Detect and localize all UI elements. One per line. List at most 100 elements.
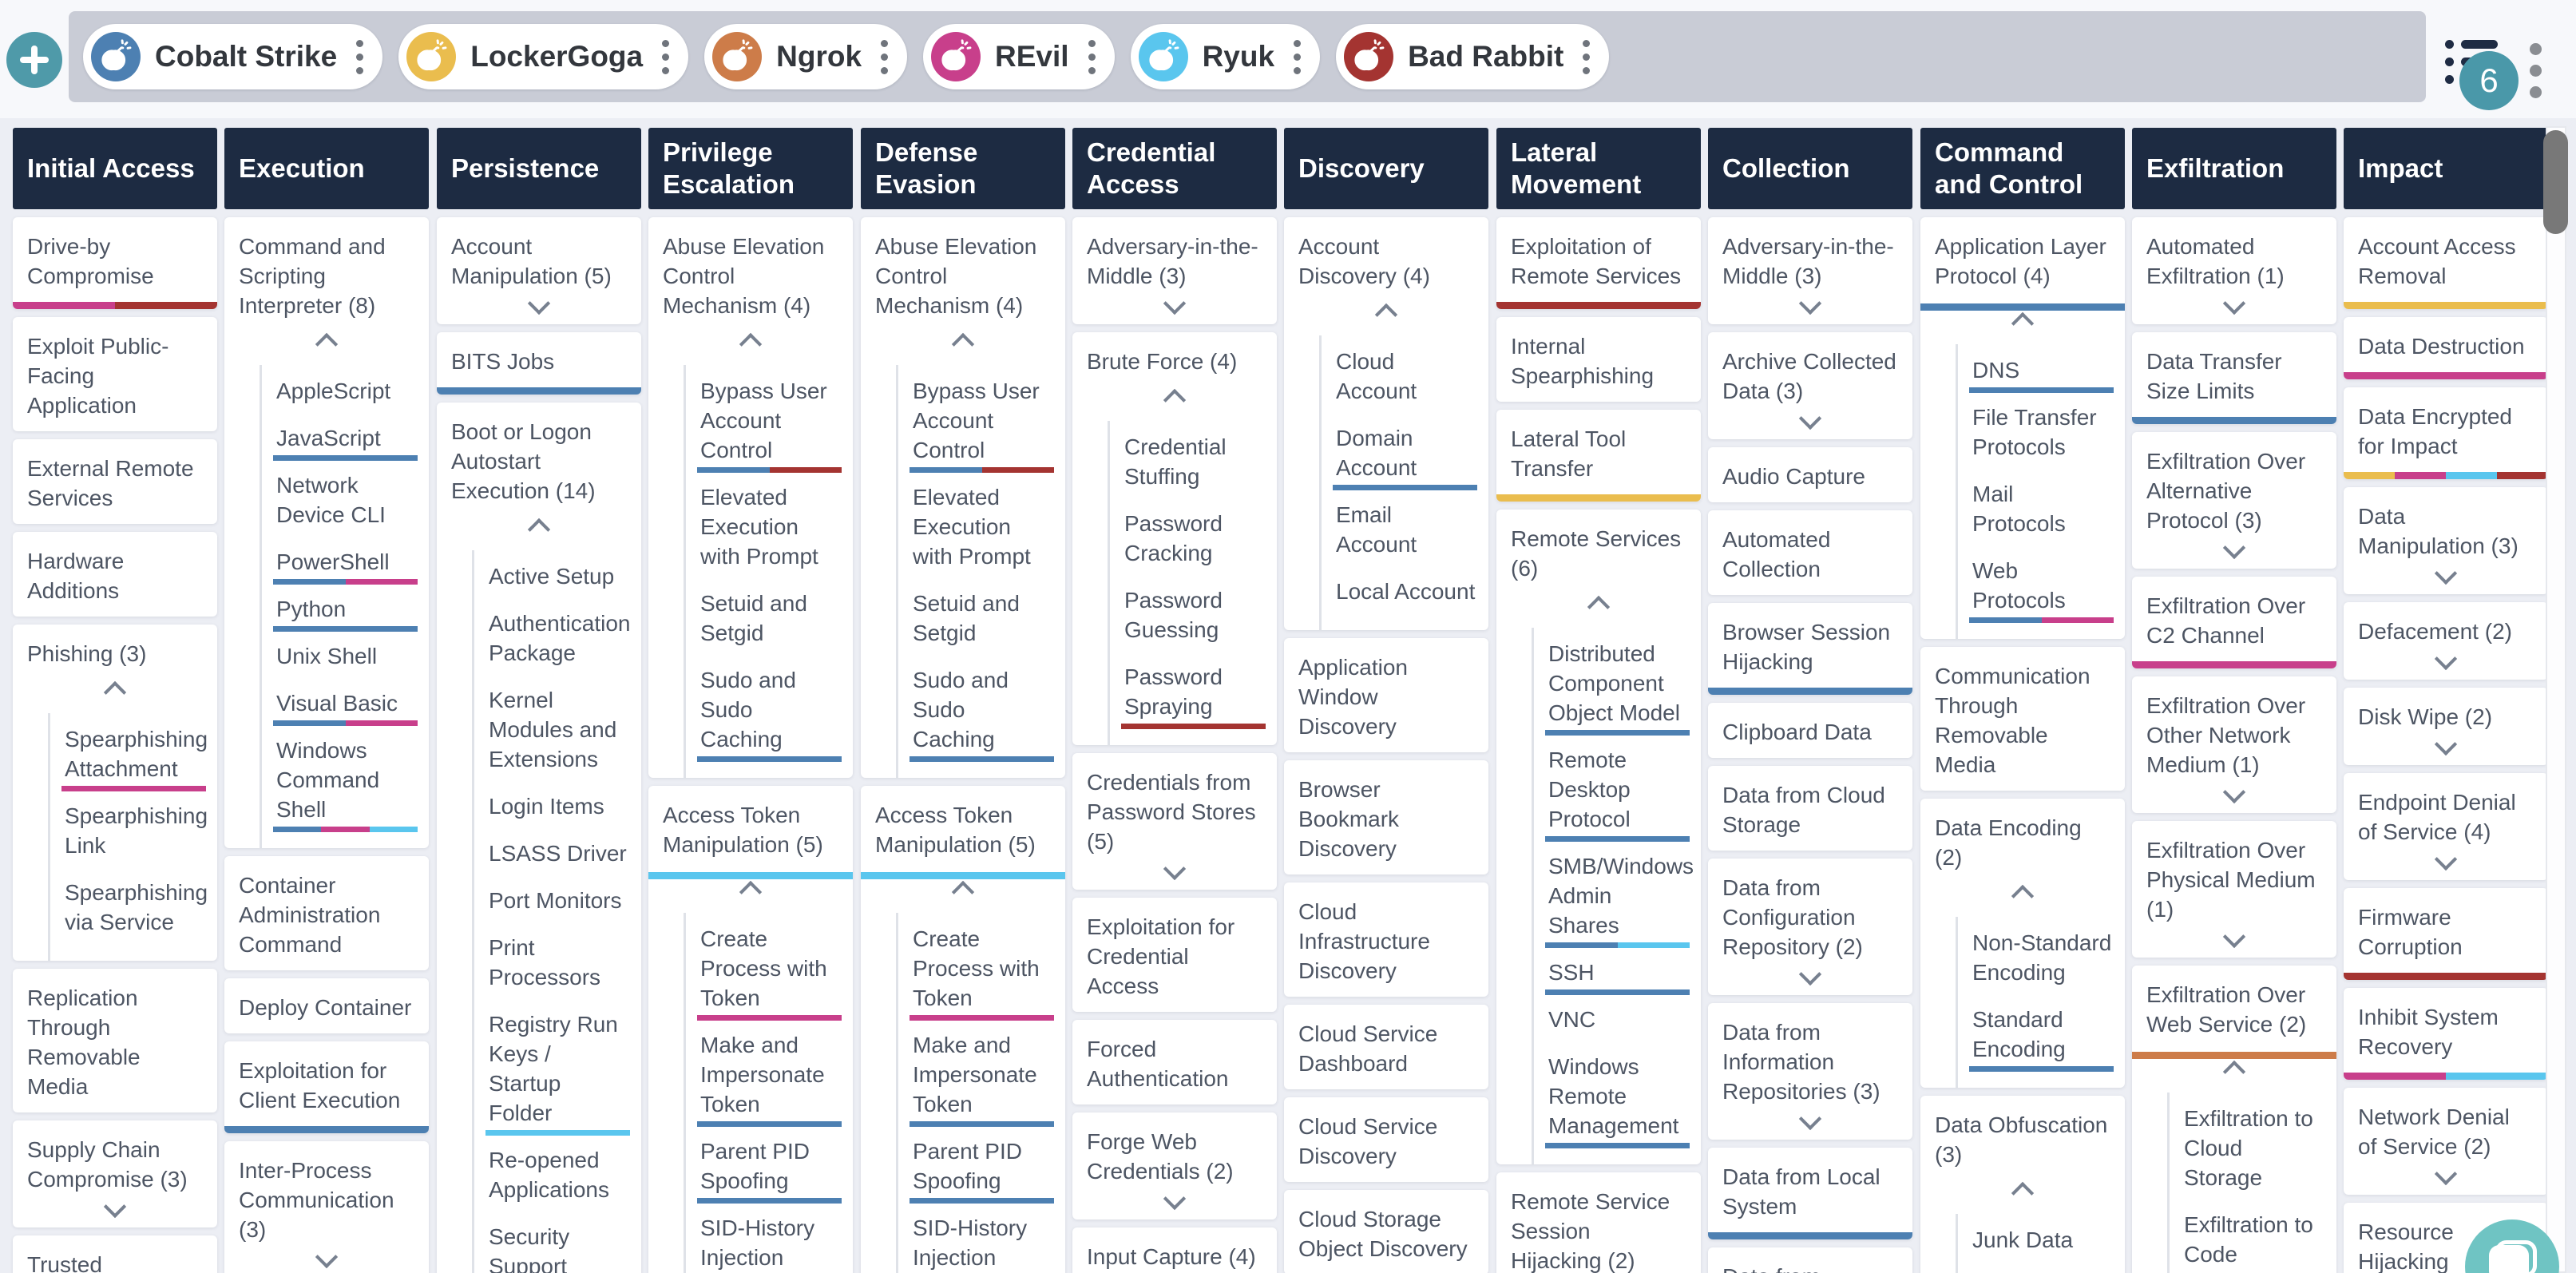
technique-card[interactable]: Exfiltration Over Alternative Protocol (… [2132, 432, 2336, 569]
technique-card[interactable]: Account Manipulation (5) [437, 217, 641, 324]
expand-chevron[interactable] [2132, 780, 2336, 813]
subtechnique-item[interactable]: Network Device CLI [276, 466, 416, 537]
subtechnique-item[interactable]: Email Account [1336, 495, 1476, 567]
expand-chevron[interactable] [1072, 291, 1277, 324]
technique-card[interactable]: Exploitation for Client Execution [224, 1041, 429, 1133]
technique-card[interactable]: Hardware Additions [13, 532, 217, 617]
expand-chevron[interactable] [1708, 291, 1912, 324]
scrollbar-thumb[interactable] [2543, 130, 2568, 234]
subtechnique-item[interactable]: Spearphishing Attachment [61, 720, 208, 791]
technique-card[interactable]: Data Destruction [2344, 317, 2548, 379]
technique-card[interactable]: Input Capture (4)Credential API Hooking [1072, 1227, 1277, 1273]
expand-chevron[interactable] [1708, 1107, 1912, 1140]
toolbar-menu-button[interactable] [2525, 40, 2546, 111]
subtechnique-item[interactable]: Make and Impersonate Token [910, 1025, 1054, 1127]
subtechnique-item[interactable]: SMB/Windows Admin Shares [1545, 847, 1694, 948]
expand-chevron[interactable] [2344, 1162, 2548, 1195]
subtechnique-item[interactable]: Make and Impersonate Token [697, 1025, 842, 1127]
technique-card[interactable]: Exploitation for Credential Access [1072, 898, 1277, 1012]
technique-card[interactable]: Trusted Relationship [13, 1235, 217, 1273]
subtechnique-item[interactable]: Web Protocols [1969, 551, 2114, 623]
technique-card[interactable]: Browser Bookmark Discovery [1284, 760, 1488, 874]
subtechnique-item[interactable]: Port Monitors [489, 881, 628, 923]
expand-chevron[interactable] [2344, 847, 2548, 880]
technique-card[interactable]: Application Window Discovery [1284, 638, 1488, 752]
technique-card[interactable]: Inhibit System Recovery [2344, 988, 2548, 1080]
subtechnique-item[interactable]: Standard Encoding [1969, 1000, 2114, 1072]
subtechnique-item[interactable]: Remote Desktop Protocol [1545, 740, 1690, 842]
subtechnique-item[interactable]: Exfiltration to Code Repository [2184, 1205, 2324, 1273]
technique-card[interactable]: Data Encrypted for Impact [2344, 387, 2548, 479]
collapse-chevron[interactable] [1920, 311, 2125, 344]
subtechnique-item[interactable]: Non-Standard Encoding [1972, 923, 2112, 995]
subtechnique-item[interactable]: Distributed Component Object Model [1545, 634, 1690, 736]
subtechnique-item[interactable]: Parent PID Spoofing [910, 1132, 1054, 1204]
technique-card[interactable]: Network Denial of Service (2) [2344, 1088, 2548, 1195]
subtechnique-item[interactable]: Create Process with Token [697, 919, 842, 1021]
technique-card[interactable]: Abuse Elevation Control Mechanism (4) Byp… [648, 217, 853, 778]
technique-card[interactable]: Command and Scripting Interpreter (8) App… [224, 217, 429, 848]
technique-card[interactable]: Credentials from Password Stores (5) [1072, 753, 1277, 890]
subtechnique-item[interactable]: Visual Basic [273, 684, 418, 726]
subtechnique-item[interactable]: Bypass User Account Control [697, 371, 842, 473]
subtechnique-item[interactable]: Python [273, 589, 418, 632]
technique-card[interactable]: Data from Information Repositories (3) [1708, 1003, 1912, 1140]
technique-card[interactable]: Exfiltration Over Physical Medium (1) [2132, 821, 2336, 958]
technique-card[interactable]: Inter-Process Communication (3) [224, 1141, 429, 1273]
technique-card[interactable]: Disk Wipe (2) [2344, 688, 2548, 765]
subtechnique-item[interactable]: Protocol Impersonation [1972, 1267, 2112, 1273]
expand-chevron[interactable] [2132, 536, 2336, 569]
technique-card[interactable]: Clipboard Data [1708, 703, 1912, 758]
expand-chevron[interactable] [1708, 962, 1912, 995]
subtechnique-item[interactable]: Sudo and Sudo Caching [910, 660, 1054, 762]
technique-card[interactable]: Data Obfuscation (3) Junk Data Protocol Im… [1920, 1096, 2125, 1273]
technique-card[interactable]: Replication Through Removable Media [13, 969, 217, 1112]
subtechnique-item[interactable]: VNC [1548, 1000, 1688, 1042]
technique-card[interactable]: Remote Services (6) Distributed Component… [1496, 510, 1701, 1164]
subtechnique-item[interactable]: PowerShell [273, 542, 418, 585]
collapse-chevron[interactable] [224, 331, 429, 365]
subtechnique-item[interactable]: Credential Stuffing [1124, 427, 1264, 499]
technique-card[interactable]: Account Access Removal [2344, 217, 2548, 309]
technique-card[interactable]: Audio Capture [1708, 447, 1912, 502]
technique-card[interactable]: Automated Exfiltration (1) [2132, 217, 2336, 324]
expand-chevron[interactable] [1072, 857, 1277, 890]
technique-card[interactable]: Supply Chain Compromise (3) [13, 1120, 217, 1227]
technique-card[interactable]: Browser Session Hijacking [1708, 603, 1912, 695]
subtechnique-item[interactable]: Active Setup [489, 557, 628, 599]
subtechnique-item[interactable]: Security Support Provider [489, 1217, 628, 1273]
subtechnique-item[interactable]: File Transfer Protocols [1972, 398, 2112, 470]
expand-chevron[interactable] [2344, 732, 2548, 765]
subtechnique-item[interactable]: Domain Account [1333, 418, 1477, 490]
expand-chevron[interactable] [2132, 291, 2336, 324]
technique-card[interactable]: Data Transfer Size Limits [2132, 332, 2336, 424]
collapse-chevron[interactable] [13, 680, 217, 713]
chip-menu-button[interactable] [351, 37, 368, 77]
expand-chevron[interactable] [2344, 647, 2548, 680]
group-chip[interactable]: Ryuk [1130, 24, 1321, 89]
chip-menu-button[interactable] [657, 37, 674, 77]
technique-card[interactable]: Automated Collection [1708, 510, 1912, 595]
expand-chevron[interactable] [1072, 1187, 1277, 1219]
subtechnique-item[interactable]: Mail Protocols [1972, 474, 2112, 546]
chip-menu-button[interactable] [1578, 37, 1595, 77]
subtechnique-item[interactable]: Spearphishing Link [65, 796, 208, 868]
collapse-chevron[interactable] [648, 879, 853, 913]
subtechnique-item[interactable]: Setuid and Setgid [913, 584, 1052, 656]
subtechnique-item[interactable]: SID-History Injection [700, 1208, 840, 1273]
subtechnique-item[interactable]: Registry Run Keys / Startup Folder [485, 1005, 630, 1136]
subtechnique-item[interactable]: Exfiltration to Cloud Storage [2184, 1099, 2324, 1200]
subtechnique-item[interactable]: Authentication Package [489, 604, 630, 676]
technique-card[interactable]: Boot or Logon Autostart Execution (14) Ac… [437, 403, 641, 1273]
expand-chevron[interactable] [224, 1245, 429, 1273]
group-chip[interactable]: Cobalt Strike [83, 24, 383, 89]
technique-card[interactable]: Data Manipulation (3) [2344, 487, 2548, 594]
subtechnique-item[interactable]: Password Cracking [1124, 504, 1264, 576]
technique-card[interactable]: Adversary-in-the-Middle (3) [1708, 217, 1912, 324]
subtechnique-item[interactable]: Parent PID Spoofing [697, 1132, 842, 1204]
subtechnique-item[interactable]: LSASS Driver [489, 834, 628, 876]
technique-card[interactable]: Deploy Container [224, 978, 429, 1033]
technique-card[interactable]: Exploitation of Remote Services [1496, 217, 1701, 309]
subtechnique-item[interactable]: AppleScript [276, 371, 416, 414]
technique-card[interactable]: Exfiltration Over Other Network Medium (… [2132, 676, 2336, 813]
